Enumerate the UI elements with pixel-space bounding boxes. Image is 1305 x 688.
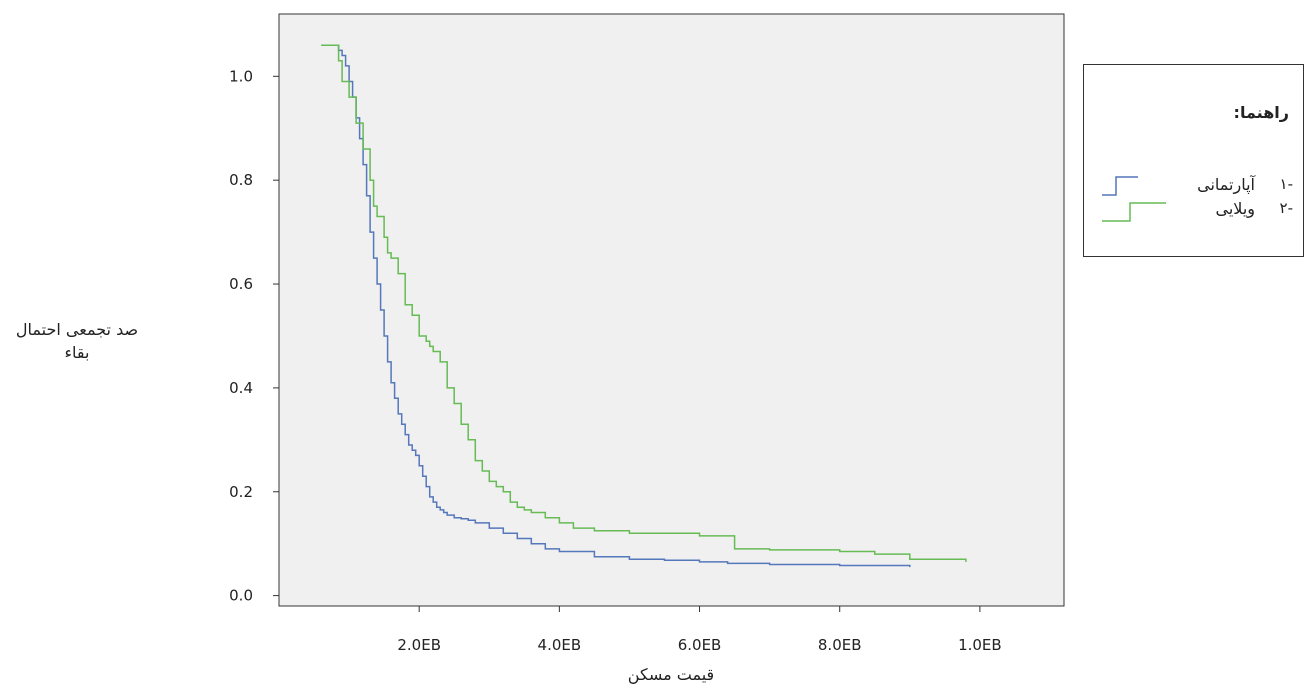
plot-area xyxy=(278,13,1065,607)
x-axis-label: قیمت مسکن xyxy=(628,665,714,685)
legend-item-number: -۱ xyxy=(1279,175,1293,193)
y-tick-label: 1.0 xyxy=(229,67,253,85)
series-line-villa xyxy=(321,44,967,562)
legend-item-label: ویلایی xyxy=(1215,199,1255,218)
y-axis-ticks: 0.0 0.2 0.4 0.6 0.8 1.0 xyxy=(229,67,279,605)
legend-item-number: -۲ xyxy=(1279,199,1293,217)
legend-item-villa: -۲ ویلایی xyxy=(1084,195,1305,225)
legend-item-apartment: -۱ آپارتمانی xyxy=(1084,171,1305,201)
x-axis-ticks: 2.0EB 4.0EB 6.0EB 8.0EB 1.0EB xyxy=(397,606,1002,654)
legend-swatch-villa xyxy=(1102,202,1166,222)
series-layer xyxy=(321,44,967,568)
legend-item-label: آپارتمانی xyxy=(1197,175,1255,194)
x-tick-label: 6.0EB xyxy=(678,636,722,654)
y-tick-label: 0.0 xyxy=(229,587,253,605)
y-axis-label: صد تجمعی احتمال بقاء xyxy=(15,320,139,362)
x-tick-label: 1.0EB xyxy=(958,636,1002,654)
series-line-apartment xyxy=(328,44,911,568)
y-tick-label: 0.2 xyxy=(229,483,253,501)
y-tick-label: 0.6 xyxy=(229,275,253,293)
legend-title: راهنما: xyxy=(1233,103,1289,122)
y-tick-label: 0.4 xyxy=(229,379,253,397)
x-tick-label: 8.0EB xyxy=(818,636,862,654)
x-tick-label: 4.0EB xyxy=(538,636,582,654)
y-tick-label: 0.8 xyxy=(229,171,253,189)
legend: راهنما: -۱ آپارتمانی -۲ ویلایی xyxy=(1083,64,1304,257)
x-tick-label: 2.0EB xyxy=(397,636,441,654)
legend-swatch-apartment xyxy=(1102,176,1138,196)
